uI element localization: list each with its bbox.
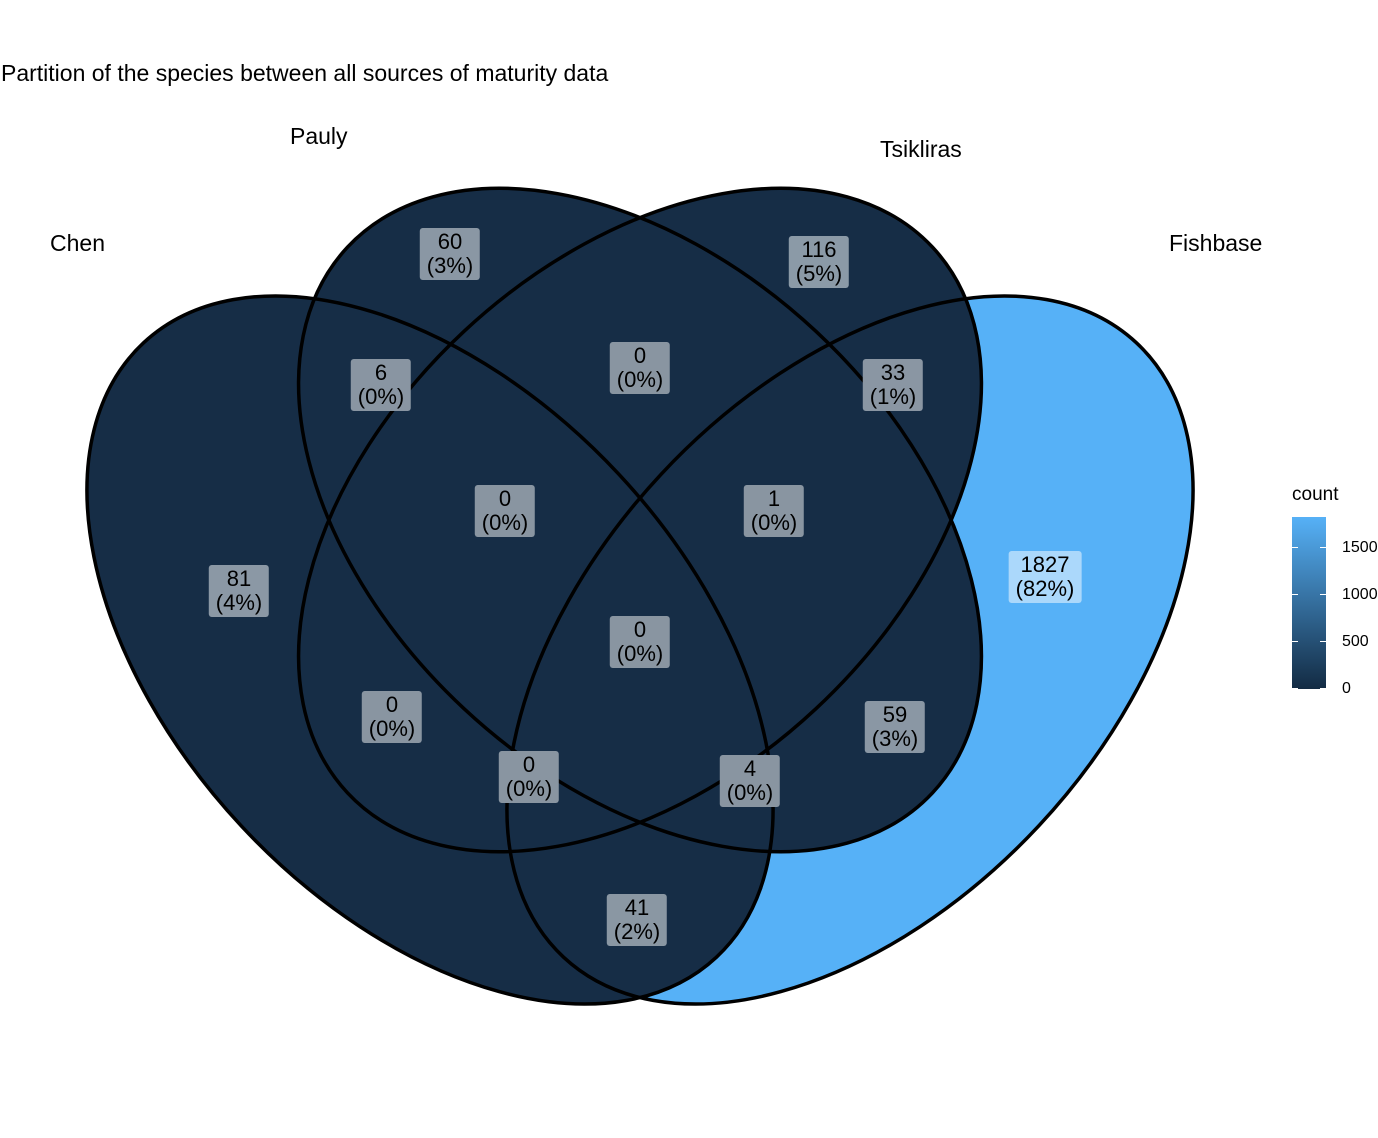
- region-count: 60: [437, 229, 463, 254]
- region-count: 0: [522, 752, 536, 777]
- region-count: 0: [633, 343, 647, 368]
- region-percent: (0%): [368, 716, 416, 741]
- region-count: 0: [498, 486, 512, 511]
- set-label-chen: Chen: [50, 230, 105, 256]
- legend-tick-label: 500: [1342, 633, 1369, 650]
- legend-tickmark: [1320, 641, 1326, 642]
- pauly-ellipse-outline: [296, 186, 984, 854]
- legend-colorbar: [1292, 517, 1326, 689]
- region-label: 0 (0%): [498, 751, 560, 803]
- region-label: 0 (0%): [361, 691, 423, 743]
- region-percent: (0%): [616, 641, 664, 666]
- legend-tickmark: [1292, 688, 1298, 689]
- region-percent: (4%): [215, 590, 263, 615]
- region-percent: (1%): [869, 384, 917, 409]
- region-count: 41: [624, 895, 650, 920]
- legend-tickmark: [1292, 547, 1298, 548]
- region-count: 116: [801, 237, 837, 262]
- color-legend: count 1500 1000 500 0: [1292, 484, 1378, 697]
- legend-tickmark: [1320, 547, 1326, 548]
- region-percent: (3%): [871, 726, 919, 751]
- region-label: 116 (5%): [788, 236, 850, 288]
- region-label: 1 (0%): [743, 485, 805, 537]
- region-count: 81: [226, 566, 252, 591]
- chart-title: Partition of the species between all sou…: [1, 60, 609, 86]
- region-count: 6: [374, 360, 388, 385]
- region-count: 1827: [1020, 552, 1070, 577]
- region-percent: (0%): [481, 510, 529, 535]
- chen-ellipse-outline: [85, 294, 775, 1006]
- region-count: 33: [880, 360, 906, 385]
- region-count: 0: [633, 617, 647, 642]
- legend-title: count: [1292, 484, 1339, 505]
- fishbase-ellipse-outline: [505, 294, 1195, 1006]
- region-percent: (3%): [426, 253, 474, 278]
- region-percent: (5%): [795, 261, 843, 286]
- legend-tickmark: [1320, 688, 1326, 689]
- region-count: 59: [882, 702, 908, 727]
- region-percent: (0%): [616, 367, 664, 392]
- region-percent: (82%): [1015, 576, 1075, 601]
- region-percent: (0%): [750, 510, 798, 535]
- region-label: 6 (0%): [350, 359, 412, 411]
- region-label: 59 (3%): [864, 701, 926, 753]
- region-label: 0 (0%): [609, 342, 671, 394]
- set-label-pauly: Pauly: [290, 123, 348, 149]
- region-count: 4: [743, 756, 757, 781]
- legend-tickmark: [1320, 594, 1326, 595]
- legend-tick-label: 0: [1342, 680, 1351, 697]
- legend-tick-label: 1500: [1342, 539, 1378, 556]
- region-label: 81 (4%): [208, 565, 270, 617]
- legend-tick-label: 1000: [1342, 586, 1378, 603]
- set-label-tsikliras: Tsikliras: [880, 136, 962, 162]
- region-percent: (0%): [726, 780, 774, 805]
- legend-tickmark: [1292, 641, 1298, 642]
- region-count: 0: [385, 692, 399, 717]
- legend-tickmark: [1292, 594, 1298, 595]
- region-label: 60 (3%): [419, 228, 481, 280]
- region-percent: (2%): [613, 919, 661, 944]
- region-label: 4 (0%): [719, 755, 781, 807]
- region-label: 0 (0%): [609, 616, 671, 668]
- region-count: 1: [767, 486, 781, 511]
- region-label: 41 (2%): [606, 894, 668, 946]
- set-label-fishbase: Fishbase: [1169, 230, 1263, 256]
- region-label: 0 (0%): [474, 485, 536, 537]
- region-percent: (0%): [357, 384, 405, 409]
- region-percent: (0%): [505, 776, 553, 801]
- region-label: 33 (1%): [862, 359, 924, 411]
- region-label: 1827 (82%): [1008, 551, 1082, 603]
- tsikliras-ellipse-outline: [296, 186, 984, 854]
